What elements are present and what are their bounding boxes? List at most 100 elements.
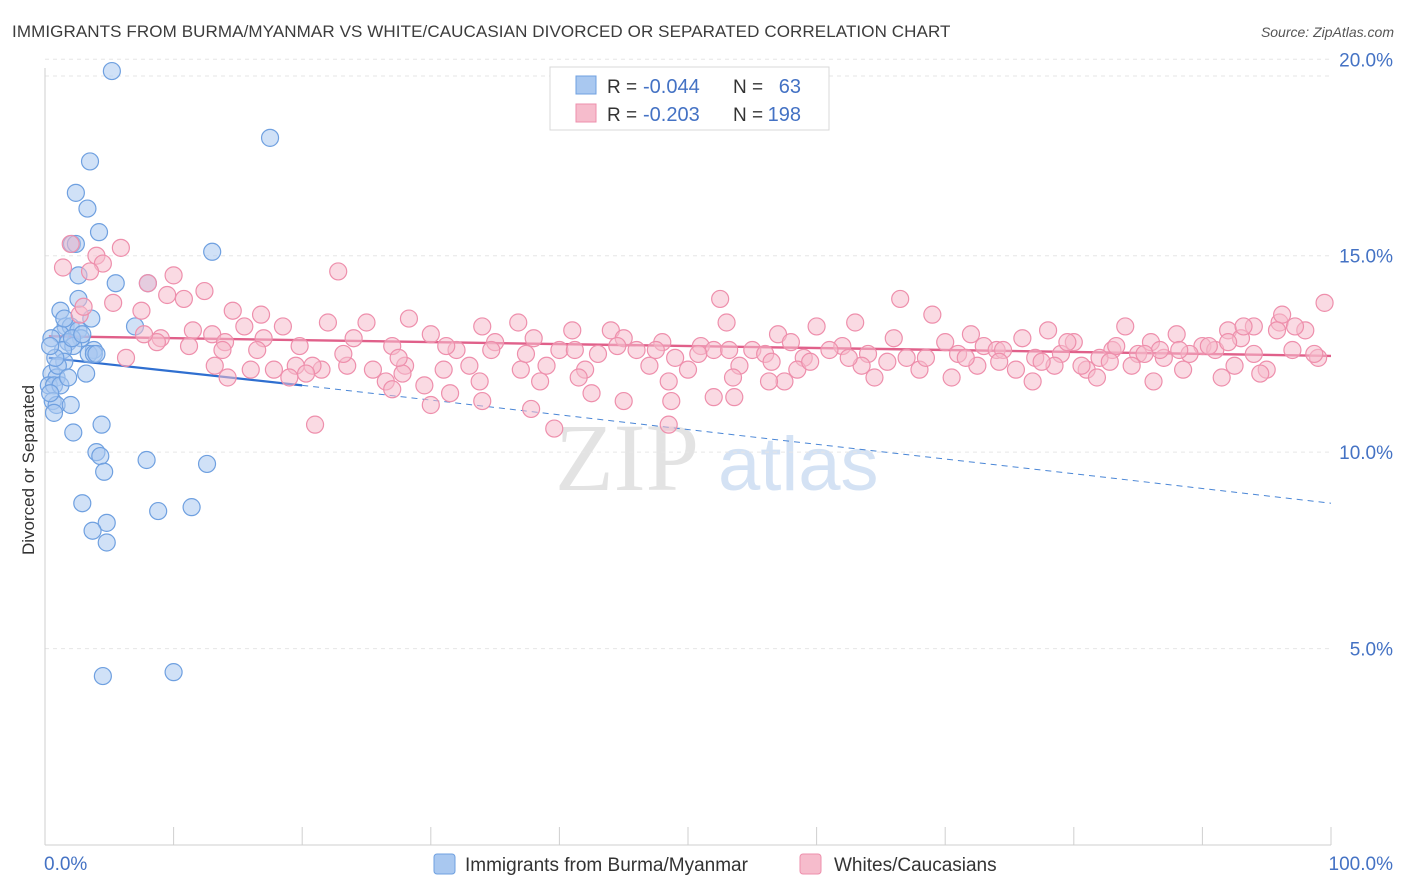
data-points [39,61,1334,686]
white-point [61,234,80,254]
watermark-atlas: atlas [718,422,879,507]
white-point [582,384,601,403]
white-point [218,368,237,387]
white-point [1107,336,1126,356]
burma-point [164,663,183,682]
white-point [961,325,981,344]
stats-legend-n-value-2: 198 [768,104,801,126]
white-point [1135,344,1154,364]
white-point [329,262,348,281]
white-point [223,301,242,320]
white-point [608,336,627,356]
white-point [627,340,646,360]
white-point [460,356,479,375]
x-tick-label-max: 100.0% [1329,854,1394,875]
stats-legend-swatch-pink [575,103,597,123]
white-point [473,391,492,411]
burma-point [149,501,168,521]
white-point [1199,336,1218,356]
white-point [678,360,698,379]
white-point [134,325,154,344]
white-point [659,415,678,434]
white-point [923,305,942,324]
white-point [1225,356,1244,375]
white-point [280,368,299,387]
white-point [1315,293,1334,312]
white-point [801,352,820,371]
white-point [522,399,541,419]
white-point [516,344,536,364]
stats-legend-r-value-1: -0.044 [643,76,700,98]
white-point [251,305,271,324]
white-point [179,336,199,356]
white-point [1023,372,1042,391]
white-point [1251,364,1270,383]
burma-point [66,183,85,202]
white-point [1032,352,1051,371]
white-point [762,352,781,371]
white-point [711,289,730,309]
white-point [545,419,564,438]
series-legend-swatch-pink [799,853,822,875]
white-point [878,352,897,371]
white-point [195,281,214,301]
white-point [614,391,633,411]
stats-legend-n-label-1: N = [733,77,763,98]
white-point [897,348,916,367]
white-point [1234,317,1253,336]
burma-point [83,521,102,540]
burma-point [87,344,106,364]
series-legend-label-pink: Whites/Caucasians [834,855,997,876]
y-tick-label: 10.0% [1339,443,1393,464]
white-point [357,313,376,332]
burma-point [97,533,116,552]
white-point [415,376,434,395]
x-ticks [44,827,1332,845]
white-point [640,356,659,375]
white-point [884,329,903,348]
white-point [775,372,794,391]
chart-title: IMMIGRANTS FROM BURMA/MYANMAR VS WHITE/C… [12,22,951,41]
burma-point [44,403,64,422]
burma-point [95,462,114,481]
burma-point [41,384,60,403]
watermark-zip: ZIP [555,404,699,511]
white-point [563,321,582,340]
white-point [537,356,556,375]
white-point [389,348,408,367]
burma-point [93,666,112,686]
white-point [111,238,130,257]
white-point [1170,340,1189,360]
white-point [296,364,316,383]
white-point [290,336,309,356]
white-point [399,309,419,328]
burma-point [89,223,109,242]
burma-point [97,513,116,532]
white-point [865,368,884,387]
white-point [1212,368,1231,387]
source-credit: Source: ZipAtlas.com [1260,24,1394,40]
white-point [531,372,550,391]
white-point [164,266,183,285]
burma-point [73,325,92,344]
white-point [235,317,254,336]
y-axis-title: Divorced or Separated [19,385,38,555]
white-point [273,317,293,336]
y-tick-labels: 5.0% 10.0% 15.0% 20.0% [1339,50,1393,660]
burma-point [64,423,83,442]
white-point [80,262,100,281]
burma-point [197,454,217,474]
burma-trend-dashed [302,384,1332,504]
white-point [132,301,151,320]
white-point [1087,368,1107,387]
white-point [723,368,743,387]
white-point [1283,340,1302,360]
burma-point [203,242,222,261]
burma-point [73,494,92,513]
white-point [334,344,353,364]
white-point [524,329,543,348]
white-point [248,340,267,360]
white-point [717,313,736,332]
white-point [569,368,588,387]
burma-point [92,415,111,434]
